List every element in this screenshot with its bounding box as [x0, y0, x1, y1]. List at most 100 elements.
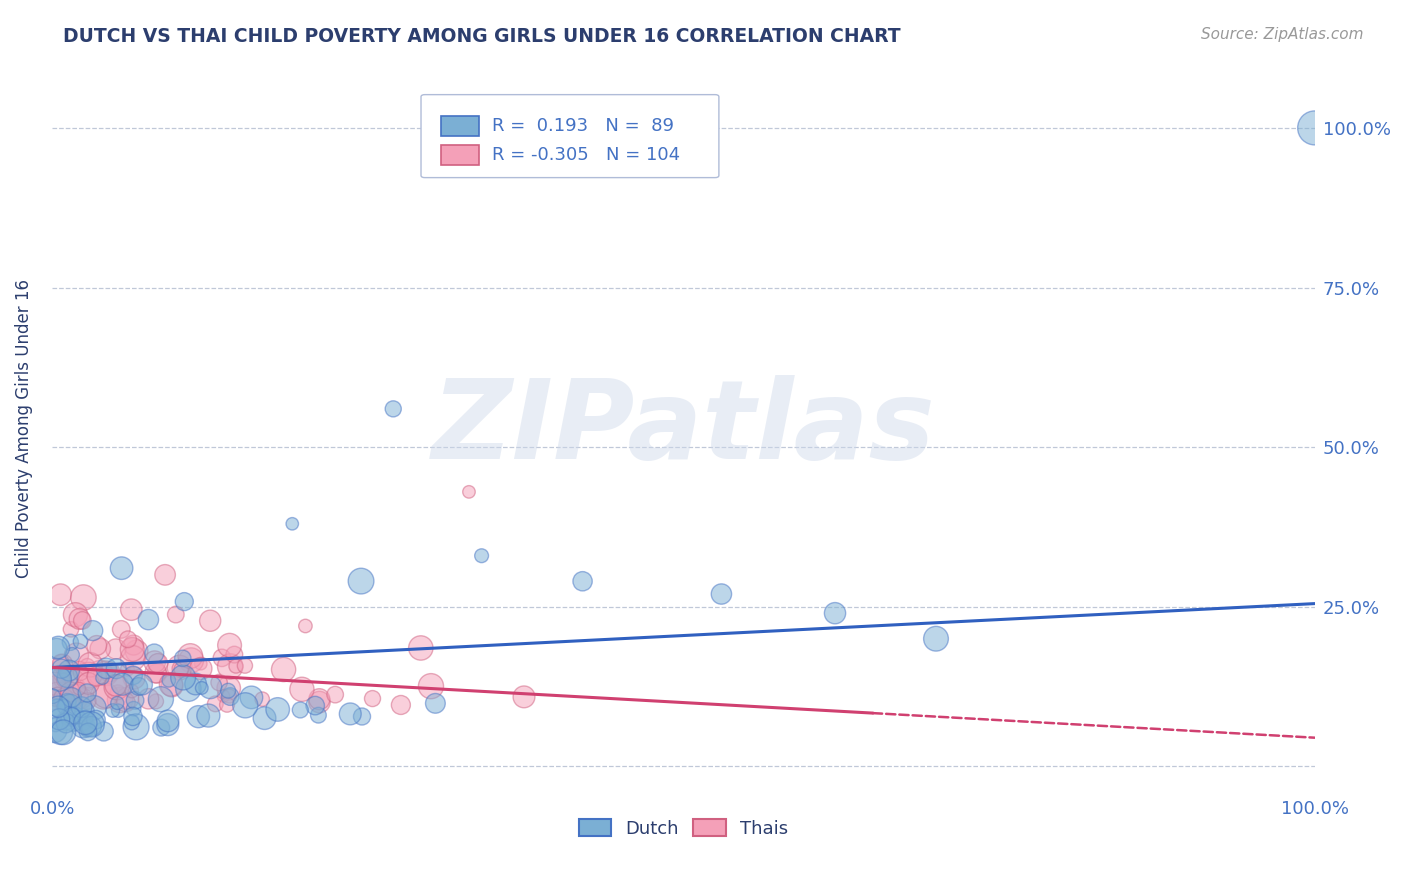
Point — [122, 709, 145, 723]
Point — [143, 647, 166, 661]
Point — [156, 717, 179, 731]
Point — [925, 632, 948, 646]
Point — [51, 662, 73, 676]
Point — [42, 676, 65, 690]
Point — [117, 662, 139, 676]
Point — [101, 704, 124, 718]
Point — [52, 673, 75, 687]
Point — [121, 715, 143, 730]
Point — [143, 655, 166, 669]
Point — [224, 648, 246, 662]
Point — [198, 614, 221, 628]
Point — [180, 653, 202, 667]
Point — [471, 549, 494, 563]
Point — [59, 699, 82, 714]
Point — [204, 697, 226, 711]
Point — [160, 679, 183, 693]
Point — [131, 678, 153, 692]
Point — [156, 714, 179, 728]
Point — [105, 680, 128, 694]
Point — [52, 725, 75, 739]
Point — [190, 657, 212, 671]
Point — [219, 659, 242, 673]
Point — [55, 716, 77, 731]
Point — [267, 702, 290, 716]
Point — [150, 721, 173, 735]
Point — [128, 680, 150, 694]
Point — [125, 644, 148, 658]
Point — [48, 640, 70, 655]
Point — [72, 614, 94, 628]
Point — [177, 681, 200, 696]
Point — [1303, 120, 1326, 135]
Point — [110, 623, 132, 637]
Point — [51, 666, 73, 681]
Point — [69, 634, 91, 648]
Point — [93, 724, 115, 739]
Point — [65, 690, 87, 705]
Point — [49, 725, 72, 739]
Point — [59, 709, 82, 723]
Point — [66, 680, 89, 694]
Point — [304, 698, 326, 713]
Point — [350, 709, 373, 723]
Point — [218, 638, 240, 652]
Point — [273, 663, 295, 677]
Point — [67, 710, 90, 724]
Point — [76, 686, 98, 700]
Point — [94, 666, 117, 681]
Point — [138, 691, 160, 706]
Point — [45, 690, 67, 705]
Point — [308, 692, 330, 706]
Point — [73, 705, 96, 719]
Point — [51, 673, 73, 687]
Point — [86, 669, 108, 683]
Point — [157, 673, 180, 688]
Point — [76, 658, 98, 673]
Point — [208, 675, 231, 690]
Point — [409, 640, 432, 655]
Point — [45, 700, 67, 714]
Point — [75, 715, 97, 730]
Point — [197, 708, 219, 723]
Point — [69, 612, 91, 626]
Point — [73, 714, 96, 729]
Point — [122, 668, 145, 682]
Point — [111, 677, 134, 691]
Point — [59, 685, 82, 699]
Point — [58, 664, 80, 678]
Point — [307, 708, 329, 723]
Point — [59, 623, 82, 637]
Point — [76, 694, 98, 708]
Point — [89, 641, 111, 656]
Point — [233, 698, 256, 713]
Point — [56, 693, 79, 707]
Point — [218, 689, 240, 703]
Point — [389, 698, 412, 712]
Point — [60, 709, 83, 723]
Point — [114, 695, 136, 709]
Point — [153, 567, 176, 582]
Point — [710, 587, 733, 601]
Point — [70, 700, 93, 714]
Point — [170, 662, 193, 676]
Point — [120, 602, 142, 616]
Point — [75, 711, 97, 725]
Point — [52, 691, 75, 706]
Point — [104, 678, 127, 692]
Point — [84, 713, 107, 727]
Point — [77, 675, 100, 690]
Text: R =  0.193   N =  89: R = 0.193 N = 89 — [492, 117, 673, 135]
Point — [225, 659, 247, 673]
Point — [169, 662, 191, 676]
Point — [52, 699, 75, 714]
Point — [233, 658, 256, 673]
Point — [339, 706, 361, 721]
Point — [77, 725, 100, 739]
Point — [420, 679, 443, 693]
Point — [72, 719, 94, 733]
Point — [82, 624, 104, 638]
Point — [55, 714, 77, 728]
Point — [190, 662, 212, 676]
Point — [513, 690, 536, 704]
